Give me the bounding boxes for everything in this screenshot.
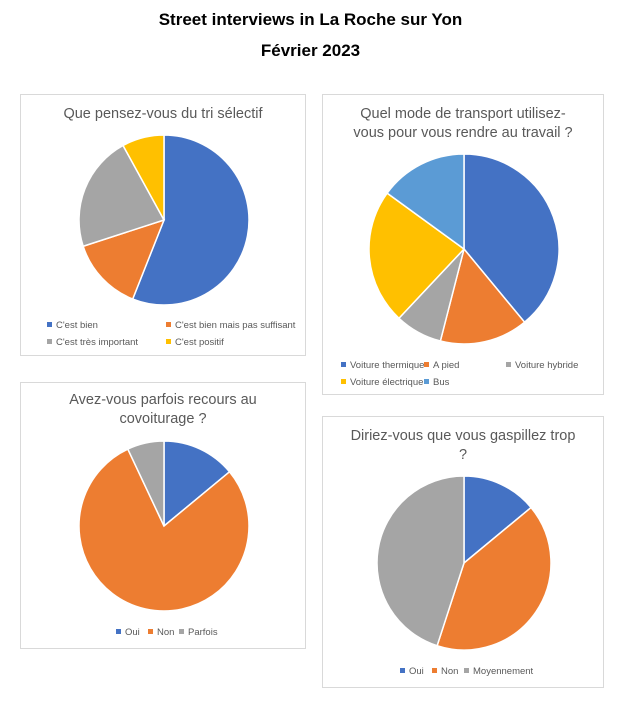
legend-item: Voiture électrique [341,377,423,389]
pie-slice-non [436,506,552,651]
legend-swatch [116,629,121,634]
legend-swatch [506,362,511,367]
legend-swatch [424,362,429,367]
legend-item: Non [148,627,174,639]
legend-item: Moyennement [464,666,533,678]
pie-slice-oui [463,475,533,565]
legend-swatch [341,362,346,367]
legend-item: Bus [424,377,449,389]
legend-label: Voiture hybride [515,360,579,371]
legend-swatch [148,629,153,634]
chart-title-line-1: Quel mode de transport utilisez- [360,106,566,122]
pie-slice-c-est-positif [122,134,165,221]
chart-card-gaspillage: Diriez-vous que vous gaspillez trop ? Ou… [322,416,604,688]
legend-swatch [432,668,437,673]
legend-label: Parfois [188,627,218,638]
pie-slice-moyennement [376,475,465,647]
legend-label: Oui [409,666,424,677]
legend-item: Parfois [179,627,218,639]
legend-item: Oui [116,627,140,639]
legend-label: C'est très important [56,337,139,348]
page-subtitle: Février 2023 [260,41,361,60]
chart-title-line-2: ? [458,447,468,463]
legend-label: Voiture thermique [350,360,425,371]
pie-chart-tri-selectif [78,134,250,306]
legend-label: Bus [433,377,450,388]
legend-swatch [47,322,52,327]
legend-item: Non [432,666,458,678]
legend-swatch [464,668,469,673]
pie-slice-c-est-bien [131,134,250,306]
chart-title-line-2: vous pour vous rendre au travail ? [353,125,573,141]
legend-swatch [179,629,184,634]
chart-title: Que pensez-vous du tri sélectif [63,106,263,122]
chart-title-line-1: Avez-vous parfois recours au [69,392,257,408]
legend-label: Non [441,666,459,677]
legend-label: Moyennement [473,666,534,677]
pie-chart-gaspillage [376,475,552,651]
chart-card-transport: Quel mode de transport utilisez- vous po… [322,94,604,395]
pie-slice-c-est-tres-important [78,144,166,248]
pie-slice-oui [163,440,231,528]
pie-chart-transport [368,153,560,345]
pie-slice-voiture-electrique [368,192,466,320]
legend-swatch [424,379,429,384]
pie-slice-parfois [126,440,165,527]
legend-swatch [47,339,52,344]
pie-slice-voiture-thermique [463,153,560,324]
legend-swatch [341,379,346,384]
legend-item: Oui [400,666,424,678]
legend-swatch [400,668,405,673]
legend-item: C'est très important [47,337,138,349]
chart-title-line-2: covoiturage ? [119,411,207,427]
pie-slice-bus [386,153,465,251]
legend-label: Voiture électrique [350,377,424,388]
legend-label: Oui [125,627,140,638]
pie-chart-covoiturage [78,440,250,612]
chart-title-line-1: Diriez-vous que vous gaspillez trop [350,428,576,444]
legend-label: A pied [433,360,460,371]
legend-label: C'est bien mais pas suffisant [175,320,296,331]
legend-item: A pied [424,360,459,372]
legend-label: C'est bien [56,320,98,331]
pie-slice-non [78,448,250,612]
legend-swatch [166,322,171,327]
legend-label: Non [157,627,175,638]
legend-item: Voiture hybride [506,360,578,372]
legend-swatch [166,339,171,344]
pie-slice-a-pied [439,247,526,345]
legend-label: C'est positif [175,337,224,348]
chart-card-covoiturage: Avez-vous parfois recours au covoiturage… [20,382,306,649]
legend-item: C'est bien mais pas suffisant [166,320,295,332]
legend-item: C'est positif [166,337,224,349]
chart-card-tri-selectif: Que pensez-vous du tri sélectif C'est bi… [20,94,306,356]
legend-item: C'est bien [47,320,98,332]
page-title: Street interviews in La Roche sur Yon [158,10,463,29]
legend-item: Voiture thermique [341,360,424,372]
